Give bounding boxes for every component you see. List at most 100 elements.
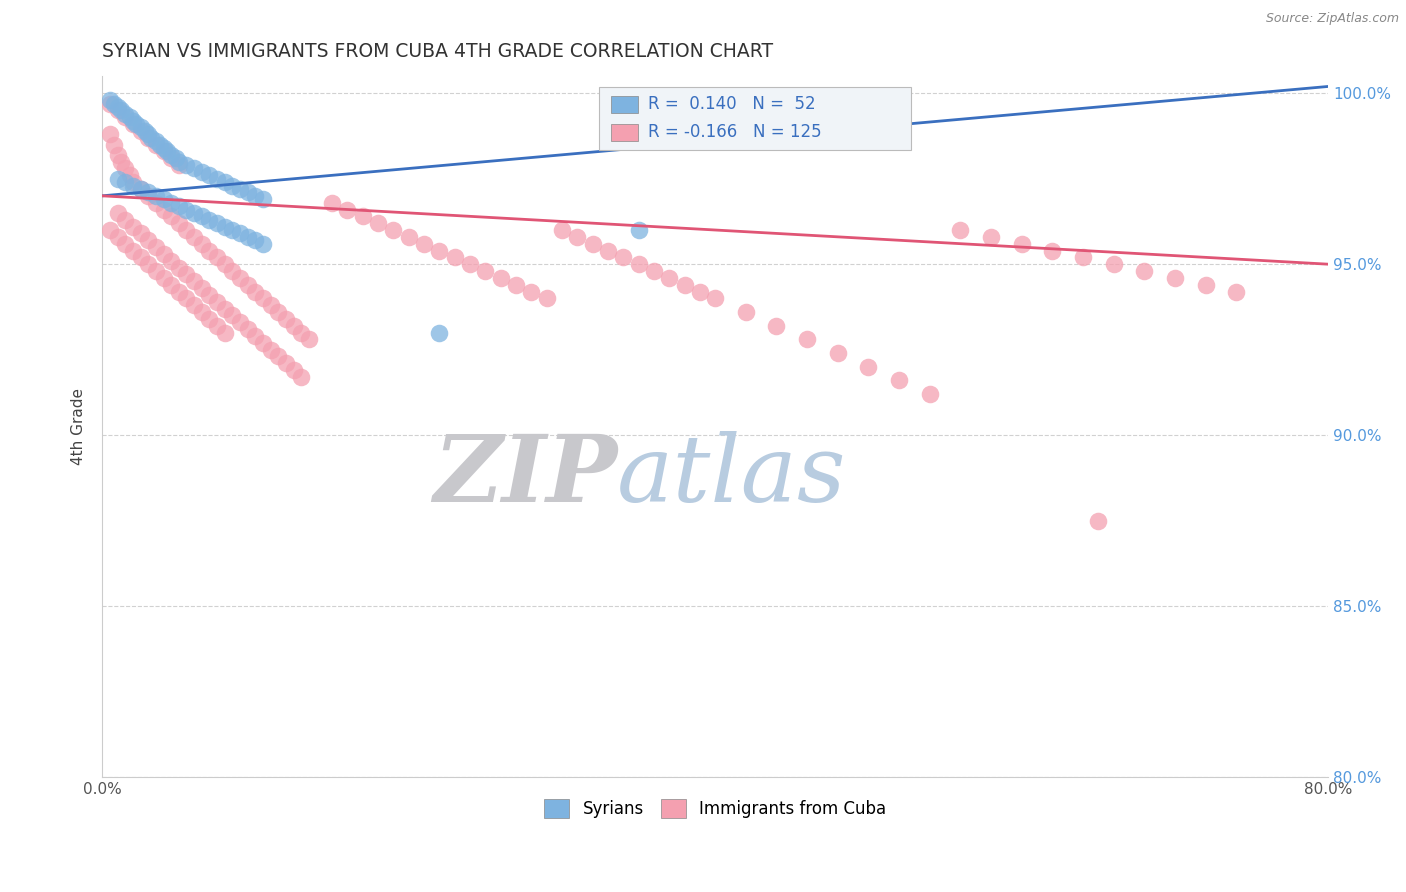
Point xyxy=(1164,271,1187,285)
Point xyxy=(136,130,159,145)
Point xyxy=(176,223,198,237)
Point xyxy=(114,236,136,251)
Bar xyxy=(612,124,638,141)
Point xyxy=(1040,244,1063,258)
Point xyxy=(136,257,159,271)
Point xyxy=(114,175,136,189)
Point xyxy=(382,223,405,237)
Point xyxy=(413,236,436,251)
Point xyxy=(858,359,880,374)
FancyBboxPatch shape xyxy=(599,87,911,150)
Point xyxy=(167,260,190,275)
Point xyxy=(298,332,321,346)
Point xyxy=(155,145,177,159)
Legend: Syrians, Immigrants from Cuba: Syrians, Immigrants from Cuba xyxy=(537,792,893,824)
Point xyxy=(98,93,121,107)
Point xyxy=(205,171,228,186)
Point xyxy=(1225,285,1247,299)
Text: ZIP: ZIP xyxy=(433,431,617,521)
Point xyxy=(183,274,205,288)
Point xyxy=(229,315,252,329)
Point xyxy=(107,100,129,114)
Point xyxy=(125,117,148,131)
Point xyxy=(980,230,1002,244)
Point xyxy=(221,264,243,278)
Point xyxy=(110,154,132,169)
Point xyxy=(229,227,252,241)
Point xyxy=(129,251,152,265)
Point xyxy=(1102,257,1125,271)
Point xyxy=(551,223,574,237)
Point xyxy=(145,195,167,210)
Point xyxy=(252,192,274,206)
Point xyxy=(160,277,183,292)
Point xyxy=(489,271,512,285)
Point xyxy=(214,301,236,316)
Point xyxy=(114,212,136,227)
Point xyxy=(191,165,214,179)
Point xyxy=(160,195,183,210)
Point xyxy=(367,216,389,230)
Point xyxy=(221,178,243,193)
Point xyxy=(581,236,603,251)
Point xyxy=(145,240,167,254)
Point xyxy=(110,103,132,118)
Point xyxy=(221,223,243,237)
Point xyxy=(129,182,152,196)
Point xyxy=(121,244,143,258)
Point xyxy=(267,350,290,364)
Point xyxy=(245,189,267,203)
Point xyxy=(229,271,252,285)
Point xyxy=(107,206,129,220)
Point xyxy=(152,145,174,159)
Point xyxy=(176,291,198,305)
Point xyxy=(283,318,305,333)
Point xyxy=(149,137,172,152)
Point xyxy=(118,169,141,183)
Point xyxy=(245,233,267,247)
Point xyxy=(160,148,183,162)
Point xyxy=(141,130,163,145)
Point xyxy=(198,212,221,227)
Point xyxy=(689,285,711,299)
Point xyxy=(1194,277,1216,292)
Point xyxy=(129,182,152,196)
Point xyxy=(145,189,167,203)
Text: Source: ZipAtlas.com: Source: ZipAtlas.com xyxy=(1265,12,1399,25)
Point xyxy=(673,277,696,292)
Point xyxy=(765,318,787,333)
Point xyxy=(236,322,259,336)
Point xyxy=(274,356,297,370)
Point xyxy=(229,182,252,196)
Bar xyxy=(612,96,638,112)
Point xyxy=(167,154,190,169)
Point xyxy=(205,216,228,230)
Point xyxy=(474,264,496,278)
Point xyxy=(167,216,190,230)
Point xyxy=(612,251,634,265)
Point xyxy=(252,291,274,305)
Point xyxy=(505,277,527,292)
Point xyxy=(352,210,374,224)
Point xyxy=(245,285,267,299)
Point xyxy=(183,230,205,244)
Point xyxy=(198,169,221,183)
Point xyxy=(252,335,274,350)
Point xyxy=(887,373,910,387)
Point xyxy=(198,288,221,302)
Point xyxy=(704,291,727,305)
Point xyxy=(336,202,359,217)
Point xyxy=(183,206,205,220)
Point xyxy=(796,332,818,346)
Point xyxy=(103,137,125,152)
Point xyxy=(658,271,681,285)
Point xyxy=(160,253,183,268)
Point xyxy=(627,257,650,271)
Point xyxy=(114,161,136,176)
Point xyxy=(136,186,159,200)
Point xyxy=(134,124,156,138)
Point xyxy=(198,244,221,258)
Point xyxy=(283,363,305,377)
Point xyxy=(129,124,152,138)
Point xyxy=(152,192,174,206)
